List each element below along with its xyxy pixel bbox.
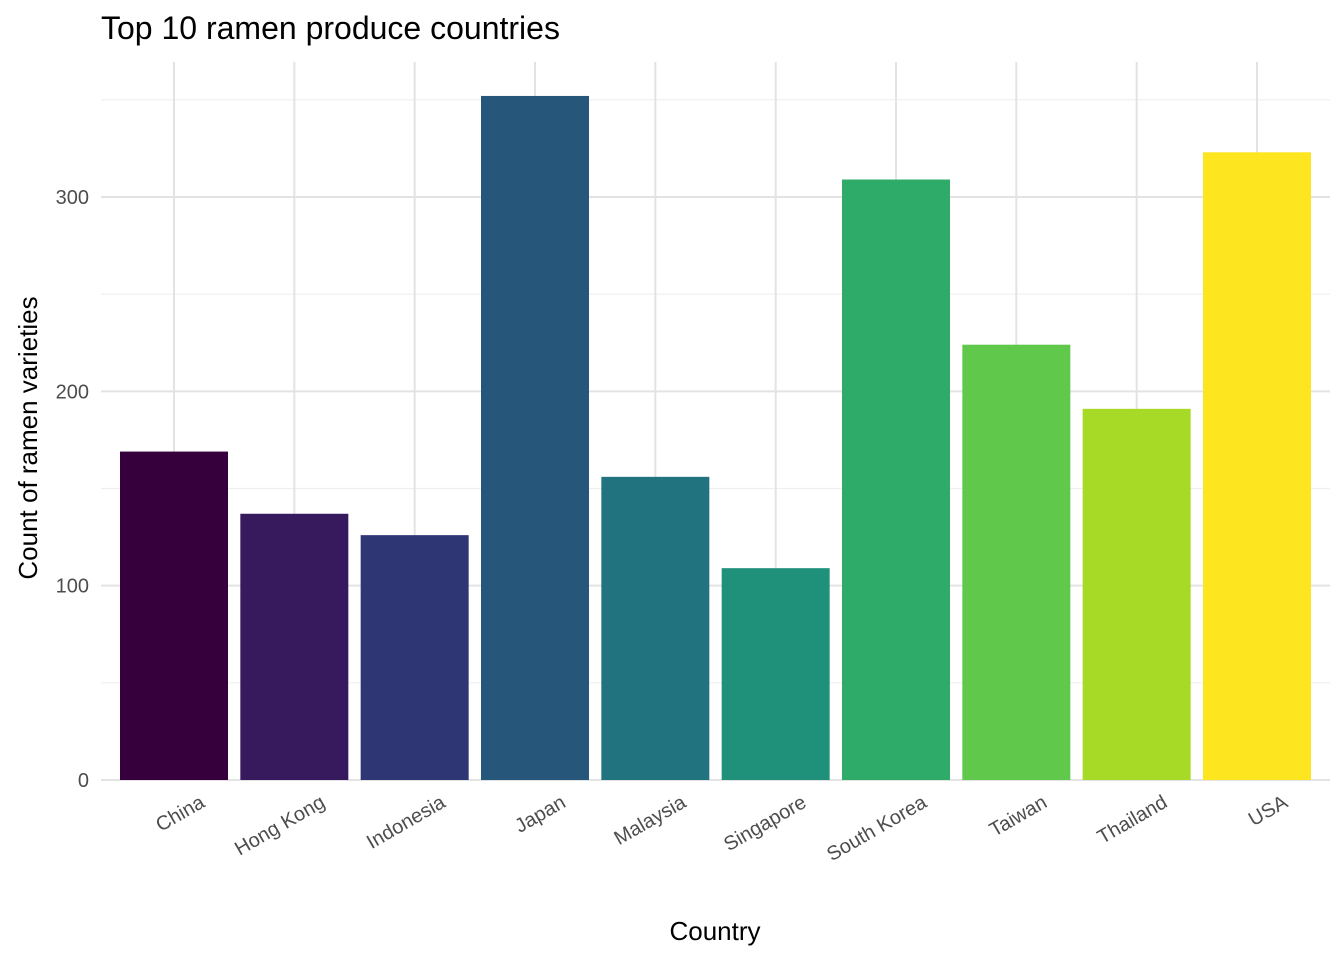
- bars: [120, 95, 1311, 781]
- bar: [240, 513, 349, 780]
- bar: [842, 179, 950, 780]
- chart-title: Top 10 ramen produce countries: [101, 10, 560, 46]
- y-tick-label: 200: [56, 381, 89, 403]
- x-tick-label: Singapore: [720, 791, 810, 856]
- x-tick-label: China: [152, 791, 209, 837]
- x-tick-label: USA: [1245, 791, 1292, 831]
- bar: [481, 95, 589, 781]
- x-tick-label: Indonesia: [363, 791, 450, 854]
- bar: [721, 568, 830, 780]
- y-tick-label: 300: [56, 187, 89, 209]
- x-tick-label: Japan: [511, 791, 569, 837]
- x-tick-label: Thailand: [1094, 791, 1171, 848]
- y-tick-label: 0: [78, 770, 89, 792]
- y-axis-ticks: 0 100 200 300: [56, 187, 89, 792]
- x-axis-ticks: China Hong Kong Indonesia Japan Malaysia Sing…: [152, 791, 1292, 866]
- x-tick-label: South Korea: [823, 791, 931, 866]
- bar: [1203, 152, 1311, 780]
- bar: [120, 451, 228, 780]
- bar: [1082, 408, 1191, 780]
- x-axis-title: Country: [669, 916, 760, 946]
- bar: [360, 535, 469, 780]
- x-tick-label: Hong Kong: [231, 791, 329, 860]
- x-tick-label: Taiwan: [986, 791, 1051, 841]
- y-tick-label: 100: [56, 576, 89, 598]
- y-axis-title: Count of ramen varieties: [13, 296, 43, 579]
- x-tick-label: Malaysia: [610, 791, 690, 850]
- bar: [962, 344, 1071, 780]
- bar: [601, 476, 710, 780]
